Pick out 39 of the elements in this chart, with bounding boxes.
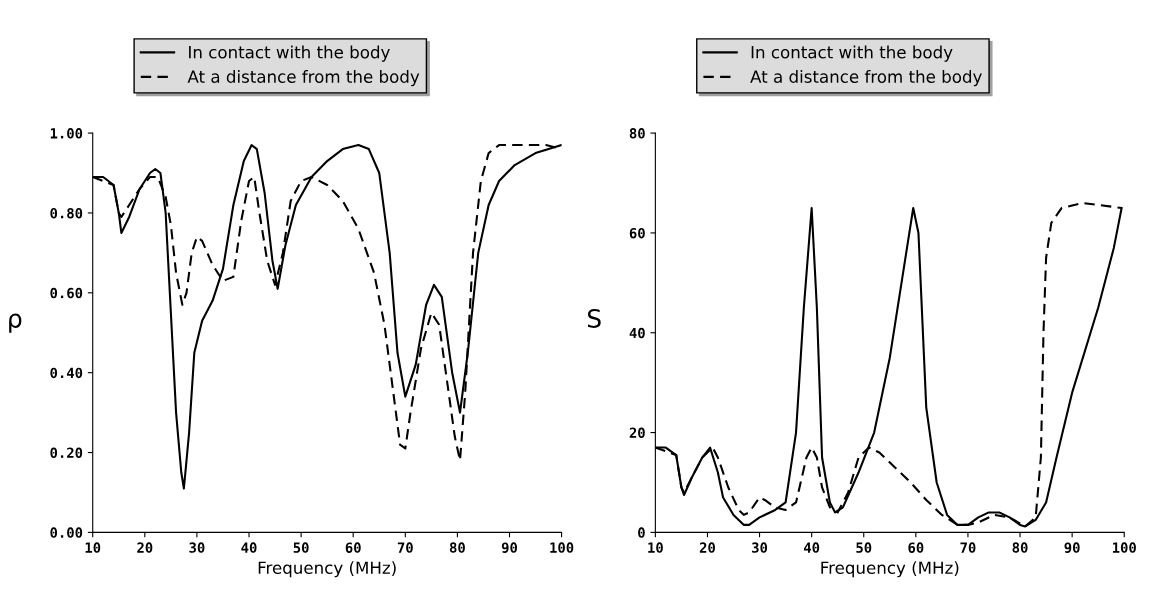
x-tick-label: 10 [648,542,663,553]
x-tick-label: 10 [85,542,101,553]
y-tick-label: 0.80 [50,207,83,219]
legend-label: In contact with the body [751,45,953,62]
x-tick-label: 30 [752,542,768,553]
x-tick-label: 40 [803,542,820,553]
x-tick-label: 90 [501,542,518,553]
legend-label: In contact with the body [189,45,390,62]
x-tick-label: 80 [449,542,465,553]
x-tick-label: 90 [1064,542,1080,553]
y-tick-label: 0.40 [50,367,83,379]
y-tick-label: 20 [629,427,645,439]
y-axis-title: ρ [9,313,22,333]
y-tick-label: 0 [638,527,645,538]
x-tick-label: 20 [699,542,715,553]
y-tick-label: 0.00 [50,527,83,538]
x-tick-label: 100 [550,542,574,553]
x-tick-label: 30 [189,542,205,553]
x-tick-label: 50 [856,542,872,553]
x-tick-label: 60 [345,542,361,553]
x-tick-label: 80 [1012,542,1028,553]
y-tick-label: 0.60 [50,287,83,299]
x-tick-label: 100 [1112,542,1136,553]
legend-label: At a distance from the body [750,70,982,87]
x-axis-title: Frequency (MHz) [258,561,396,578]
y-axis-title: S [587,309,601,328]
x-tick-label: 20 [137,542,153,553]
x-tick-label: 70 [960,542,976,553]
y-tick-label: 1.00 [50,128,83,139]
legend-label: At a distance from the body [187,70,420,87]
x-axis-title: Frequency (MHz) [821,561,959,578]
y-tick-label: 40 [629,327,645,339]
x-tick-label: 70 [397,542,413,553]
y-tick-label: 60 [629,227,645,239]
x-tick-label: 50 [293,542,309,553]
x-tick-label: 40 [241,542,257,553]
y-tick-label: 80 [629,128,645,139]
y-tick-label: 0.20 [50,447,83,459]
x-tick-label: 60 [908,542,924,553]
